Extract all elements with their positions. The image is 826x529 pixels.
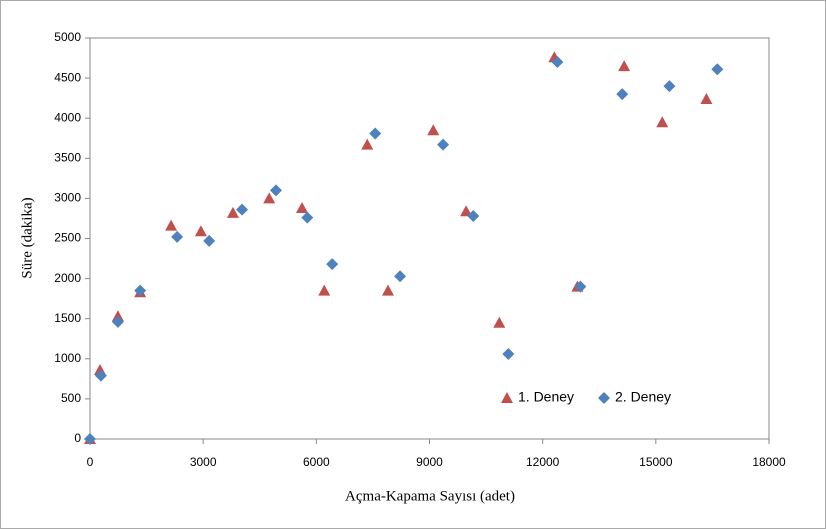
data-point bbox=[94, 369, 107, 382]
data-point bbox=[134, 284, 147, 297]
data-point bbox=[382, 284, 395, 296]
y-tick-label: 2500 bbox=[54, 231, 81, 245]
data-point bbox=[165, 219, 178, 231]
data-point bbox=[236, 203, 249, 216]
data-point bbox=[295, 202, 308, 214]
x-tick-label: 12000 bbox=[526, 455, 560, 469]
y-tick-label: 3000 bbox=[54, 191, 81, 205]
x-tick-label: 6000 bbox=[303, 455, 330, 469]
data-point bbox=[111, 315, 124, 328]
x-tick-label: 3000 bbox=[190, 455, 217, 469]
data-point bbox=[493, 316, 506, 328]
data-point bbox=[574, 280, 587, 293]
y-axis-title: Süre (dakika) bbox=[19, 197, 35, 278]
y-tick-label: 4500 bbox=[54, 70, 81, 84]
data-point bbox=[711, 63, 724, 76]
data-point bbox=[551, 56, 564, 69]
y-tick-label: 500 bbox=[61, 391, 81, 405]
data-point bbox=[700, 92, 713, 104]
data-point bbox=[467, 210, 480, 223]
legend-marker bbox=[501, 392, 513, 403]
data-point bbox=[326, 258, 339, 271]
x-tick-label: 9000 bbox=[416, 455, 443, 469]
data-point bbox=[171, 230, 184, 243]
data-point bbox=[111, 310, 124, 322]
y-tick-label: 0 bbox=[74, 431, 81, 445]
data-point bbox=[437, 138, 450, 151]
data-point bbox=[616, 88, 629, 101]
x-tick-label: 0 bbox=[87, 455, 94, 469]
data-point bbox=[361, 138, 374, 150]
data-point bbox=[656, 116, 669, 128]
data-point bbox=[263, 192, 276, 204]
legend-label: 1. Deney bbox=[518, 389, 574, 405]
y-tick-label: 5000 bbox=[54, 30, 81, 44]
data-point bbox=[203, 234, 216, 247]
data-point bbox=[194, 225, 207, 237]
x-axis-title: Açma-Kapama Sayısı (adet) bbox=[345, 488, 515, 504]
data-point bbox=[460, 205, 473, 217]
data-point bbox=[226, 206, 239, 218]
x-tick-label: 15000 bbox=[639, 455, 673, 469]
data-point bbox=[663, 80, 676, 93]
legend-marker bbox=[598, 392, 610, 404]
y-tick-label: 1000 bbox=[54, 351, 81, 365]
data-point bbox=[369, 127, 382, 140]
data-point bbox=[301, 211, 314, 224]
data-point bbox=[427, 124, 440, 136]
data-point bbox=[269, 184, 282, 197]
data-point bbox=[394, 270, 407, 283]
legend-label: 2. Deney bbox=[615, 389, 671, 405]
x-tick-label: 18000 bbox=[752, 455, 786, 469]
y-tick-label: 1500 bbox=[54, 311, 81, 325]
data-point bbox=[502, 347, 515, 360]
y-tick-label: 3500 bbox=[54, 150, 81, 164]
y-tick-label: 2000 bbox=[54, 271, 81, 285]
y-tick-label: 4000 bbox=[54, 110, 81, 124]
data-point bbox=[84, 433, 96, 445]
data-point bbox=[318, 284, 331, 296]
data-point bbox=[618, 60, 631, 72]
